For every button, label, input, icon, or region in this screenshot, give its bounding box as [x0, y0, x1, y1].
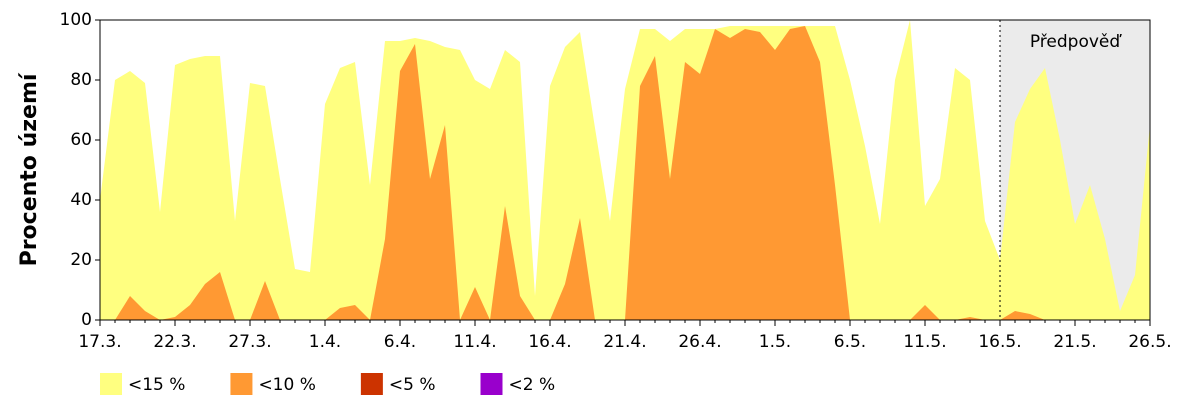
- y-tick-label: 80: [70, 70, 92, 90]
- x-tick-label: 17.3.: [78, 332, 121, 352]
- y-axis-label: Procento území: [17, 72, 42, 266]
- x-tick-label: 11.5.: [903, 332, 946, 352]
- x-tick-label: 1.5.: [759, 332, 791, 352]
- x-tick-label: 27.3.: [228, 332, 271, 352]
- x-tick-label: 16.5.: [978, 332, 1021, 352]
- legend-swatch: [480, 373, 503, 395]
- x-tick-label: 22.3.: [153, 332, 196, 352]
- y-tick-label: 60: [70, 130, 92, 150]
- y-tick-label: 40: [70, 190, 92, 210]
- legend-label: <15 %: [128, 375, 185, 395]
- legend-swatch: [230, 373, 253, 395]
- x-tick-label: 26.4.: [678, 332, 721, 352]
- y-tick-label: 100: [60, 10, 92, 30]
- forecast-label: Předpověď: [1030, 32, 1123, 52]
- legend-label: <2 %: [509, 375, 556, 395]
- area: [100, 20, 1150, 320]
- x-tick-label: 6.5.: [834, 332, 866, 352]
- legend-swatch: [360, 373, 383, 395]
- x-tick-label: 21.4.: [603, 332, 646, 352]
- area: [100, 26, 1150, 320]
- x-tick-label: 21.5.: [1053, 332, 1096, 352]
- legend-label: <5 %: [389, 375, 436, 395]
- x-tick-label: 11.4.: [453, 332, 496, 352]
- y-tick-label: 20: [70, 250, 92, 270]
- x-tick-label: 16.4.: [528, 332, 571, 352]
- y-tick-label: 0: [81, 310, 92, 330]
- x-tick-label: 26.5.: [1128, 332, 1171, 352]
- x-tick-label: 1.4.: [309, 332, 341, 352]
- legend-swatch: [100, 373, 122, 395]
- x-tick-label: 6.4.: [384, 332, 416, 352]
- legend-label: <10 %: [258, 375, 315, 395]
